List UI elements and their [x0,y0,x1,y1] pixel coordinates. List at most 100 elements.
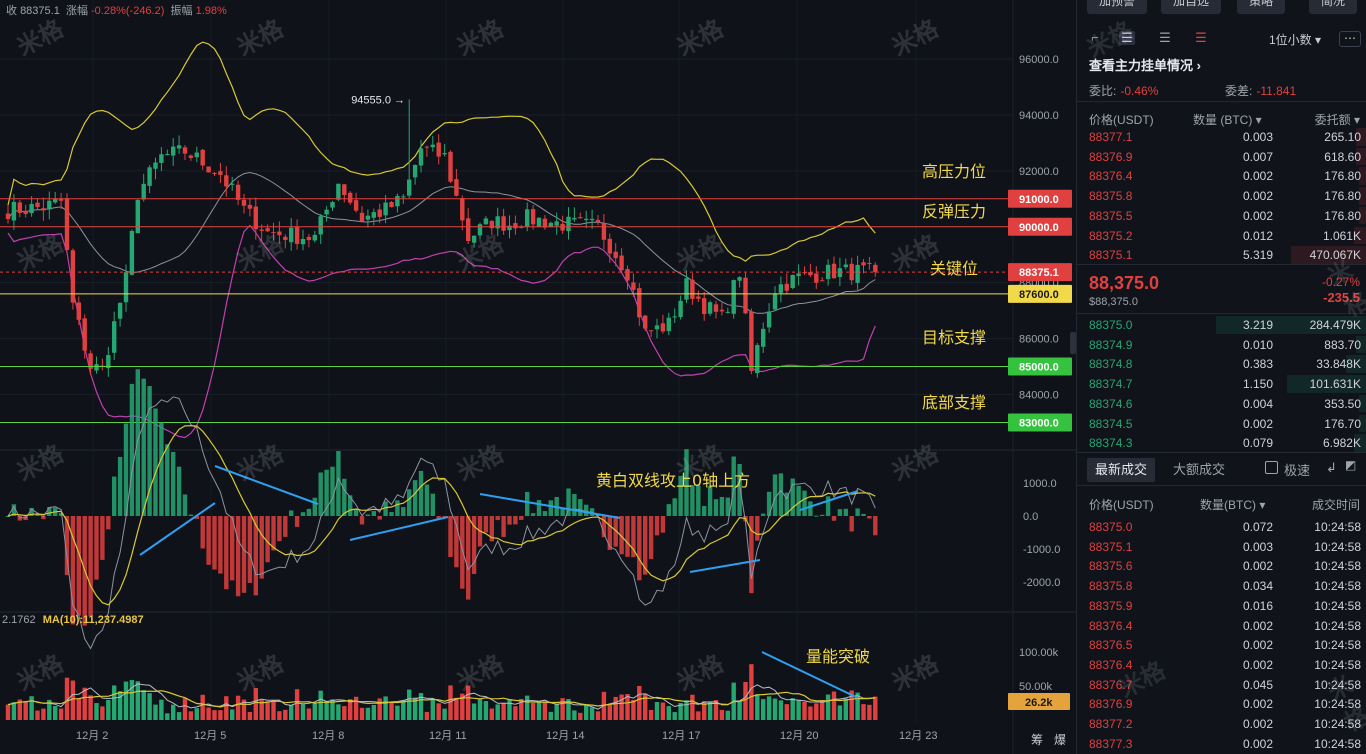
candle-body [135,200,140,234]
filter-icon[interactable]: ◩ [1345,458,1357,472]
kline-chart[interactable]: 96000.094000.092000.090000.088000.086000… [0,0,1076,754]
bid-row[interactable]: 88374.5 0.002 176.70 [1077,414,1366,434]
trade-header-qty[interactable]: 数量(BTC) ▾ [1200,498,1266,512]
volume-bar [123,681,129,720]
macd-histogram-bar [696,485,701,516]
macd-histogram-bar [389,512,394,516]
bid-row[interactable]: 88374.6 0.004 353.50 [1077,394,1366,414]
decimals-select[interactable]: 1位小数 ▾ [1269,33,1322,47]
bid-row[interactable]: 88374.7 1.150 101.631K [1077,374,1366,394]
volume-bar [471,703,477,720]
candle-body [188,155,194,158]
candle-body [613,251,618,259]
strategy-button[interactable]: 策略 [1237,0,1286,14]
fast-mode-checkbox[interactable] [1265,461,1278,474]
bid-row[interactable]: 88374.9 0.010 883.70 [1077,335,1366,355]
liquidation-button[interactable]: 爆 [1054,733,1067,747]
more-options-icon[interactable]: ⋯ [1339,31,1361,47]
macd-histogram-bar [607,516,612,550]
macd-histogram-bar [566,488,571,516]
trade-qty: 0.002 [1242,618,1273,633]
candle-body [371,212,376,218]
macd-histogram-bar [135,369,140,516]
trade-row: 88376.9 0.002 10:24:58 [1077,694,1366,714]
chart-canvas[interactable]: 96000.094000.092000.090000.088000.086000… [0,0,1076,754]
candle-body [601,223,607,240]
bid-row[interactable]: 88374.8 0.383 33.848K [1077,354,1366,374]
macd-histogram-bar [235,516,241,597]
bid-price: 88374.7 [1089,377,1133,392]
ask-amount: 176.80 [1324,189,1361,204]
trade-qty: 0.002 [1242,657,1273,672]
panel-collapse-handle[interactable] [1070,332,1076,354]
trade-time: 10:24:58 [1314,717,1361,731]
trade-filter-icon[interactable]: ↲ [1326,460,1337,475]
volume-bar [35,710,40,720]
trade-qty: 0.016 [1242,598,1273,613]
macd-histogram-bar [412,480,418,516]
decimals-value: 1位小数 [1269,33,1312,47]
macd-histogram-bar [536,500,542,516]
macd-histogram-bar [324,469,329,516]
trade-price: 88375.1 [1089,539,1133,554]
ask-row[interactable]: 88376.9 0.007 618.60 [1077,147,1366,167]
ask-row[interactable]: 88377.1 0.003 265.10 [1077,127,1366,147]
candle-body [471,235,477,243]
candle-body [867,262,872,264]
depth-bar [1359,414,1366,433]
ask-row[interactable]: 88375.2 0.012 1.061K [1077,226,1366,246]
candle-body [53,198,58,203]
volume-bar [666,706,671,720]
watermark: 米格 [452,229,508,277]
ask-row[interactable]: 88375.1 5.319 470.067K [1077,245,1366,265]
tab-latest-trades[interactable]: 最新成交 [1087,458,1156,482]
tab-large-trades[interactable]: 大额成交 [1173,462,1226,477]
book-header-qty[interactable]: 数量 (BTC) ▾ [1193,113,1262,127]
candle-body [672,316,677,318]
trade-row: 88376.5 0.002 10:24:58 [1077,635,1366,655]
trade-price: 88375.8 [1089,579,1133,594]
candle-body [790,274,795,289]
volume-bar [849,690,854,720]
trade-time: 10:24:58 [1314,677,1361,692]
candle-body [454,179,459,196]
trend-arrow [761,651,859,699]
candle-body [318,216,323,235]
book-both-icon[interactable]: ☰ [1119,31,1135,45]
ask-row[interactable]: 88376.4 0.002 176.80 [1077,166,1366,186]
macd-histogram-bar [707,486,713,516]
bid-row[interactable]: 88374.3 0.079 6.982K [1077,433,1366,453]
macd-histogram-bar [29,507,34,516]
volume-tick-label: 50.00k [1019,681,1053,693]
trade-row: 88375.8 0.034 10:24:58 [1077,576,1366,596]
macd-histogram-bar [678,475,683,516]
bid-price: 88374.8 [1089,357,1133,372]
volume-bar [460,693,465,720]
book-header-amount[interactable]: 委托额 ▾ [1314,113,1360,127]
date-tick-label: 12月 11 [429,730,467,742]
ask-row[interactable]: 88375.8 0.002 176.80 [1077,186,1366,206]
ask-row[interactable]: 88375.5 0.002 176.80 [1077,206,1366,226]
volume-bar [814,703,819,720]
boll-middle-line [7,171,876,314]
chips-button[interactable]: 筹 [1031,733,1044,747]
candle-body [719,309,725,312]
reset-icon[interactable]: ⌐ [1091,30,1099,45]
trade-qty: 0.003 [1242,539,1273,554]
add-alert-button[interactable]: 加预警 [1087,0,1148,14]
macd-histogram-bar [253,516,258,596]
depth-bar [1356,128,1366,146]
bid-row[interactable]: 88375.0 3.219 284.479K [1077,315,1366,335]
book-asks-icon[interactable]: ☰ [1195,30,1207,45]
macd-histogram-bar [501,516,506,537]
candle-body [11,201,17,221]
trade-row: 88376.7 0.045 10:24:58 [1077,675,1366,695]
main-orders-link[interactable]: 查看主力挂单情况 › [1089,58,1201,73]
macd-histogram-bar [11,504,17,516]
volume-bar [690,694,695,720]
add-watchlist-button[interactable]: 加自选 [1161,0,1222,14]
overview-button[interactable]: 简况 [1309,0,1358,14]
volume-bar [94,703,99,720]
bid-qty: 3.219 [1242,318,1273,332]
book-bids-icon[interactable]: ☰ [1159,30,1171,45]
